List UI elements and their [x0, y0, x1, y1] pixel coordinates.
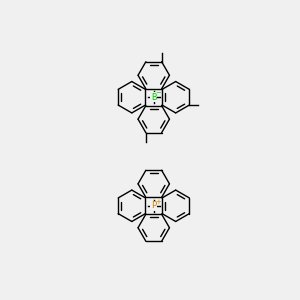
Text: −: −: [155, 90, 161, 96]
Text: P: P: [151, 201, 156, 210]
Text: +: +: [155, 199, 161, 205]
Text: B: B: [151, 93, 156, 102]
